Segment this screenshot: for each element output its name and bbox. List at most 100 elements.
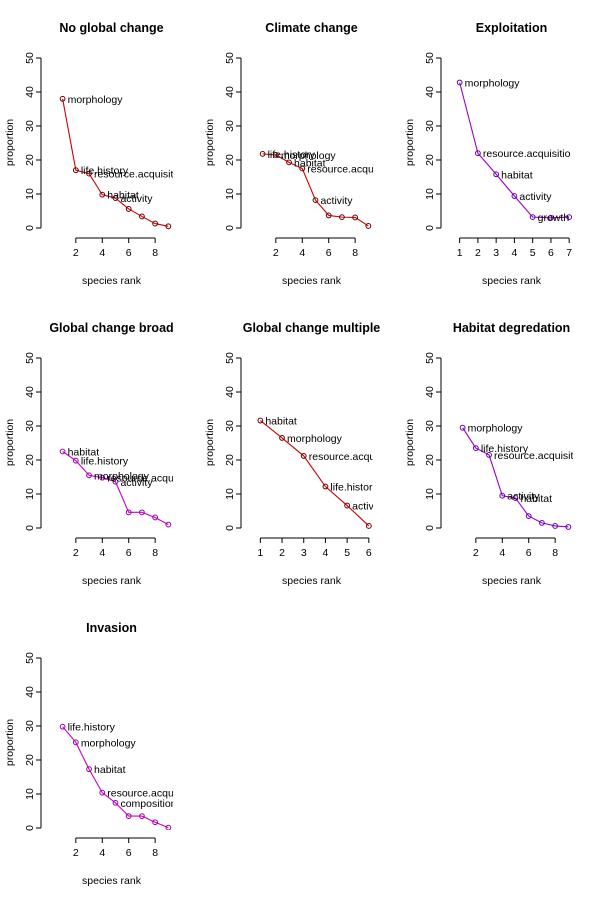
data-label: resource.acqu (309, 451, 376, 463)
data-label: morphology (281, 150, 337, 162)
data-label: habitat (68, 447, 100, 459)
y-tick-label: 10 (224, 188, 236, 200)
y-tick-label: 50 (424, 52, 436, 64)
data-label: morphology (68, 94, 124, 106)
data-point (300, 453, 307, 459)
chart-title: Invasion (86, 621, 137, 635)
data-label: activity (120, 477, 153, 489)
data-point (125, 813, 132, 819)
x-tick-label: 6 (126, 547, 132, 559)
data-point (165, 521, 172, 528)
chart-panel: Global change multiple 0 10 20 30 40 50 1 2 3 4 5 6 s… (204, 321, 380, 587)
y-axis-label: proportion (204, 419, 216, 466)
data-label: activity (507, 491, 540, 503)
x-tick-label: 4 (511, 247, 517, 259)
data-label: activity (320, 195, 353, 207)
x-axis-label: species rank (282, 575, 342, 587)
data-point (86, 170, 92, 177)
x-axis-label: species rank (82, 575, 142, 587)
data-point (472, 445, 479, 452)
x-tick-label: 1 (457, 247, 463, 259)
y-tick-label: 50 (424, 352, 436, 364)
data-point (99, 191, 106, 198)
data-label: life.history (268, 149, 316, 161)
y-tick-label: 30 (24, 720, 36, 732)
y-tick-label: 40 (224, 86, 236, 98)
y-tick-label: 30 (424, 420, 436, 432)
y-tick-label: 20 (224, 454, 236, 466)
data-label: life.history (81, 165, 129, 177)
data-point (539, 520, 545, 526)
data-point (139, 509, 145, 516)
data-label: morphology (287, 433, 343, 445)
y-tick-label: 40 (424, 386, 436, 398)
x-tick-label: 2 (73, 547, 79, 559)
x-axis-label: species rank (82, 275, 142, 287)
data-point (139, 213, 145, 220)
series-line (62, 726, 169, 829)
y-tick-label: 50 (24, 352, 36, 364)
series-line (459, 82, 570, 219)
data-point (511, 193, 518, 199)
y-tick-label: 20 (424, 454, 436, 466)
x-tick-label: 8 (152, 247, 158, 259)
data-point (99, 789, 106, 796)
data-label: resource.acquisit (494, 450, 573, 462)
x-tick-label: 6 (526, 547, 532, 559)
data-label: habitat (501, 169, 533, 181)
y-tick-label: 30 (224, 120, 236, 132)
data-point (152, 514, 159, 521)
chart-title: No global change (59, 21, 163, 35)
y-tick-label: 50 (224, 352, 236, 364)
chart-title: Exploitation (476, 21, 548, 35)
x-tick-label: 2 (475, 247, 481, 259)
data-point (152, 819, 159, 826)
y-tick-label: 40 (424, 86, 436, 98)
x-tick-label: 8 (552, 547, 558, 559)
chart-title: Global change multiple (243, 321, 381, 335)
data-point (566, 214, 573, 221)
x-tick-label: 2 (473, 547, 479, 559)
chart-title: Habitat degredation (453, 321, 570, 335)
data-label: resource.acquisit (94, 169, 173, 181)
series-line (62, 98, 169, 227)
x-axis-label: species rank (482, 575, 542, 587)
data-label: resource.acqu (107, 473, 174, 485)
data-label: resource.acqui (307, 164, 376, 176)
chart-title: Climate change (265, 21, 357, 35)
data-point (322, 483, 329, 490)
data-label: activity (519, 191, 552, 203)
data-point (86, 766, 92, 773)
x-tick-label: 2 (273, 247, 279, 259)
y-axis-label: proportion (4, 119, 16, 166)
data-point (59, 723, 66, 730)
data-point (286, 159, 292, 166)
y-tick-label: 30 (24, 420, 36, 432)
y-tick-label: 0 (424, 225, 436, 231)
series-line (262, 153, 369, 227)
data-point (344, 502, 351, 509)
series-line (259, 420, 370, 527)
x-tick-label: 8 (352, 247, 358, 259)
chart-panel: Habitat degredation 0 10 20 30 40 50 2 4 6 8 specie… (404, 321, 573, 587)
y-tick-label: 50 (224, 52, 236, 64)
x-tick-label: 8 (152, 547, 158, 559)
data-label: life.history (68, 722, 116, 734)
data-label: composition (120, 798, 176, 810)
y-tick-label: 10 (24, 788, 36, 800)
data-point (125, 509, 132, 516)
x-tick-label: 5 (530, 247, 536, 259)
data-point (152, 220, 159, 227)
x-tick-label: 8 (152, 847, 158, 859)
x-axis-label: species rank (482, 275, 542, 287)
y-tick-label: 40 (24, 686, 36, 698)
data-label: resource.acqu (107, 788, 174, 800)
y-axis-label: proportion (4, 719, 16, 766)
x-tick-label: 2 (73, 847, 79, 859)
x-tick-label: 6 (126, 847, 132, 859)
y-tick-label: 30 (424, 120, 436, 132)
data-point (112, 478, 119, 485)
x-tick-label: 4 (99, 847, 105, 859)
data-point (365, 523, 372, 529)
